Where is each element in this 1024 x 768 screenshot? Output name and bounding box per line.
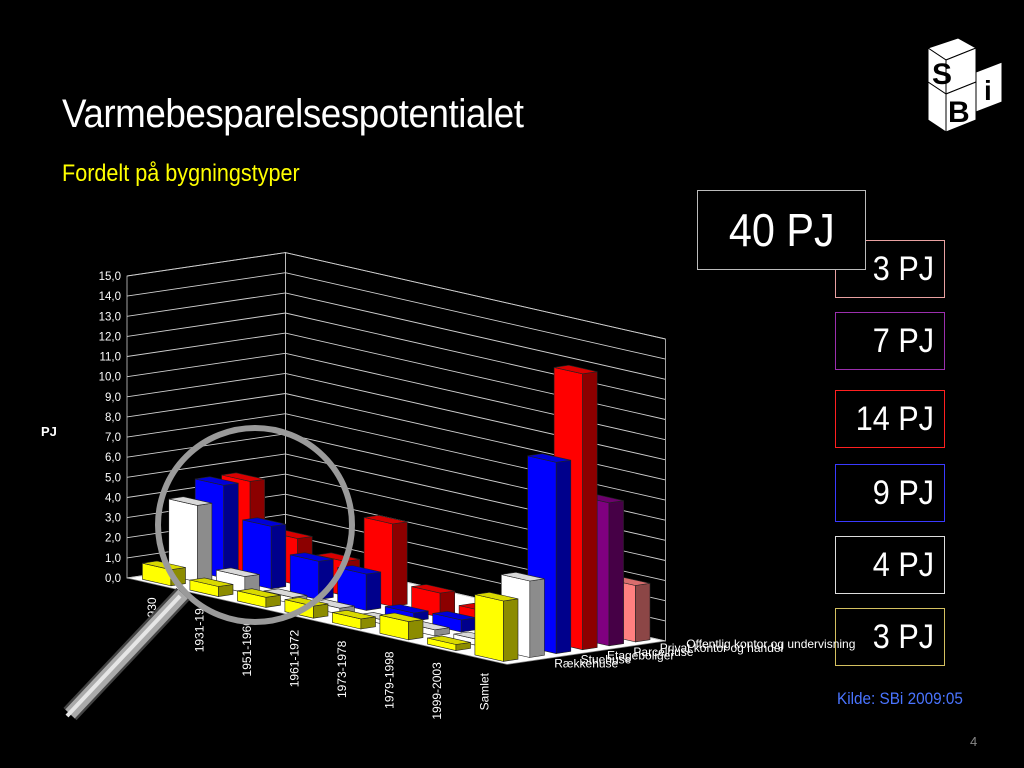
bar-etageboliger-3 (337, 565, 382, 611)
bar-stuehuse-0 (168, 496, 213, 583)
breakdown-box-parcelhuse: 14 PJ (835, 390, 945, 448)
page-number: 4 (970, 734, 978, 749)
gridline (126, 332, 666, 420)
gridline (126, 292, 666, 380)
y-tick-label: 14,0 (99, 291, 121, 303)
y-tick-label: 7,0 (105, 432, 121, 444)
y-tick-label: 2,0 (105, 533, 121, 545)
series-label: Rækkehuse (554, 656, 618, 670)
series-label: Parcelhuse (633, 645, 693, 659)
bar-rækkehuse-7 (474, 591, 519, 662)
breakdown-label: 7 PJ (872, 321, 934, 360)
y-tick-label: 6,0 (105, 452, 121, 464)
bar-rækkehuse-5 (379, 612, 424, 641)
x-tick-label: Samlet (477, 672, 491, 710)
gridline (126, 272, 666, 360)
breakdown-label: 14 PJ (855, 399, 934, 438)
gridline (126, 352, 666, 441)
series-label: Offentlig kontor og undervisning (686, 637, 855, 651)
logo-letter-s: S (932, 58, 952, 91)
bar-rækkehuse-1 (189, 577, 234, 597)
y-tick-label: 15,0 (99, 271, 121, 283)
breakdown-label: 9 PJ (872, 473, 934, 512)
y-tick-label: 4,0 (105, 492, 121, 504)
gridline (126, 393, 666, 481)
bar-rækkehuse-6 (427, 635, 471, 651)
x-tick-label: 1961-1972 (287, 630, 301, 688)
source-citation: Kilde: SBi 2009:05 (837, 689, 963, 708)
slide-subtitle: Fordelt på bygningstyper (62, 160, 300, 187)
bar-etageboliger-5 (432, 610, 477, 633)
y-tick-label: 10,0 (99, 372, 121, 384)
y-tick-label: 5,0 (105, 472, 121, 484)
total-label: 40 PJ (728, 204, 835, 256)
logo-letter-b: B (948, 96, 970, 129)
bar-rækkehuse-2 (237, 588, 281, 608)
slide-title: Varmebesparelsespotentialet (62, 92, 524, 136)
y-axis-label: PJ (41, 424, 57, 439)
y-tick-label: 0,0 (105, 573, 121, 585)
gridline (126, 372, 666, 461)
y-tick-label: 3,0 (105, 513, 121, 525)
breakdown-label: 3 PJ (872, 617, 934, 656)
y-tick-label: 9,0 (105, 392, 121, 404)
breakdown-box-privat: 7 PJ (835, 312, 945, 370)
y-tick-label: 13,0 (99, 311, 121, 323)
breakdown-box-raekkehuse: 3 PJ (835, 608, 945, 666)
breakdown-label: 3 PJ (872, 249, 934, 288)
x-tick-label: 1931-19 (192, 608, 206, 652)
breakdown-box-stuehuse: 4 PJ (835, 536, 945, 594)
x-tick-label: 1973-1978 (335, 640, 349, 698)
x-tick-label: 1979-1998 (382, 651, 396, 709)
series-label: Etageboliger (607, 649, 674, 663)
total-box: 40 PJ (697, 190, 866, 270)
magnifier-icon (155, 425, 355, 625)
sbi-logo: S B i (926, 37, 1003, 133)
bar-rækkehuse-4 (332, 609, 376, 630)
breakdown-box-etageboliger: 9 PJ (835, 464, 945, 522)
breakdown-box-offentlig: 3 PJ (835, 240, 945, 298)
gridline (126, 252, 666, 340)
y-tick-label: 8,0 (105, 412, 121, 424)
series-label: Stuehuse (581, 653, 632, 667)
y-tick-label: 12,0 (99, 331, 121, 343)
bar-etageboliger-1 (242, 517, 287, 590)
magnifier-handle-highlight (65, 594, 182, 718)
y-tick-label: 1,0 (105, 553, 121, 565)
series-label: Privat kontor og handel (660, 641, 783, 655)
logo-letter-i: i (984, 75, 992, 106)
x-tick-label: 1999-2003 (430, 662, 444, 720)
gridline (126, 312, 666, 400)
y-tick-label: 11,0 (99, 352, 121, 364)
breakdown-label: 4 PJ (872, 545, 934, 584)
x-tick-label: 1951-1960 (240, 619, 254, 677)
